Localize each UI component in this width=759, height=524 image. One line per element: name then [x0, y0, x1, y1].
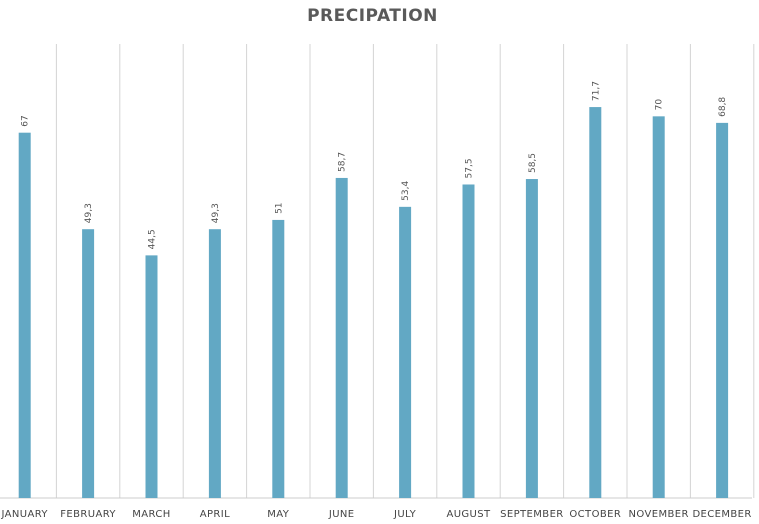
- data-label-december: 68,8: [718, 97, 728, 117]
- bar-december: [716, 122, 729, 498]
- data-label-july: 53,4: [401, 181, 411, 201]
- data-label-may: 51: [274, 202, 284, 213]
- tick-label-august: AUGUST: [446, 509, 491, 520]
- tick-label-april: APRIL: [200, 509, 230, 520]
- data-label-june: 58,7: [338, 152, 348, 172]
- bar-march: [145, 255, 158, 498]
- bar-august: [462, 184, 475, 498]
- tick-label-june: JUNE: [328, 509, 355, 520]
- tick-label-february: FEBRUARY: [60, 509, 116, 520]
- data-label-october: 71,7: [591, 81, 601, 101]
- bar-april: [208, 229, 221, 498]
- tick-label-may: MAY: [267, 509, 289, 520]
- tick-label-november: NOVEMBER: [629, 509, 689, 520]
- tick-label-december: DECEMBER: [692, 509, 751, 520]
- bar-january: [18, 132, 31, 498]
- bar-june: [335, 177, 348, 498]
- data-label-january: 67: [21, 115, 31, 126]
- bar-november: [652, 116, 665, 498]
- tick-label-march: MARCH: [132, 509, 170, 520]
- tick-label-july: JULY: [393, 509, 417, 520]
- bar-july: [399, 206, 412, 499]
- bar-october: [589, 107, 602, 499]
- data-label-march: 44,5: [148, 229, 158, 249]
- data-label-february: 49,3: [84, 203, 94, 223]
- bar-september: [525, 179, 538, 499]
- data-label-april: 49,3: [211, 203, 221, 223]
- bar-may: [272, 219, 285, 498]
- chart-title: PRECIPATION: [307, 6, 438, 26]
- bar-february: [82, 229, 95, 498]
- tick-label-october: OCTOBER: [569, 509, 621, 520]
- tick-label-january: JANUARY: [0, 509, 48, 520]
- data-label-august: 57,5: [465, 158, 475, 178]
- data-label-november: 70: [655, 99, 665, 111]
- tick-label-september: SEPTEMBER: [500, 509, 563, 520]
- data-label-september: 58,5: [528, 153, 538, 173]
